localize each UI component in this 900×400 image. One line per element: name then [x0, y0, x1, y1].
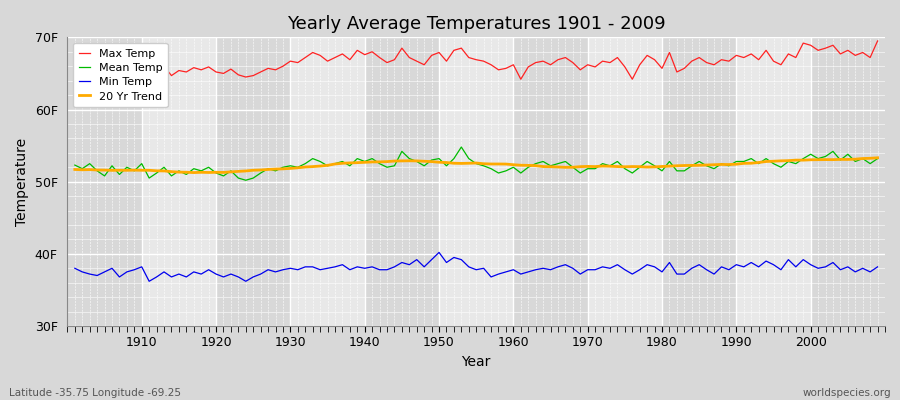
X-axis label: Year: Year: [462, 355, 490, 369]
Mean Temp: [240, 178, 251, 183]
20 Yr Trend: [129, 168, 140, 172]
Mean Temp: [69, 163, 80, 168]
Max Temp: [129, 62, 140, 67]
Mean Temp: [129, 168, 140, 173]
Bar: [216, 37, 291, 326]
Line: Mean Temp: Mean Temp: [75, 147, 878, 180]
Max Temp: [337, 52, 347, 56]
Min Temp: [69, 266, 80, 271]
Max Temp: [516, 77, 526, 82]
Max Temp: [508, 62, 518, 67]
20 Yr Trend: [516, 163, 526, 168]
Legend: Max Temp, Mean Temp, Min Temp, 20 Yr Trend: Max Temp, Mean Temp, Min Temp, 20 Yr Tre…: [73, 43, 167, 107]
Line: Max Temp: Max Temp: [75, 41, 878, 79]
Bar: [662, 37, 736, 326]
Min Temp: [129, 267, 140, 272]
Bar: [68, 37, 141, 326]
Bar: [141, 37, 216, 326]
Min Temp: [523, 270, 534, 274]
Bar: [291, 37, 364, 326]
Max Temp: [500, 66, 511, 71]
Text: worldspecies.org: worldspecies.org: [803, 388, 891, 398]
Bar: [513, 37, 588, 326]
Y-axis label: Temperature: Temperature: [15, 138, 29, 226]
Min Temp: [612, 262, 623, 267]
20 Yr Trend: [605, 164, 616, 168]
20 Yr Trend: [872, 155, 883, 160]
Min Temp: [345, 267, 356, 272]
20 Yr Trend: [508, 162, 518, 167]
Mean Temp: [523, 165, 534, 170]
Mean Temp: [345, 164, 356, 168]
Bar: [736, 37, 811, 326]
Line: Min Temp: Min Temp: [75, 252, 878, 281]
Max Temp: [605, 60, 616, 65]
Bar: [811, 37, 885, 326]
Line: 20 Yr Trend: 20 Yr Trend: [75, 158, 878, 172]
Max Temp: [292, 60, 303, 65]
Min Temp: [434, 250, 445, 255]
Mean Temp: [612, 159, 623, 164]
Min Temp: [516, 272, 526, 276]
Min Temp: [872, 264, 883, 269]
Bar: [364, 37, 439, 326]
Mean Temp: [872, 156, 883, 161]
Min Temp: [300, 264, 310, 269]
Max Temp: [69, 60, 80, 65]
Mean Temp: [516, 171, 526, 176]
Bar: [588, 37, 662, 326]
20 Yr Trend: [69, 167, 80, 172]
20 Yr Trend: [345, 160, 356, 165]
Title: Yearly Average Temperatures 1901 - 2009: Yearly Average Temperatures 1901 - 2009: [287, 15, 665, 33]
Min Temp: [144, 279, 155, 284]
20 Yr Trend: [300, 164, 310, 169]
Mean Temp: [456, 145, 467, 150]
Mean Temp: [300, 161, 310, 166]
20 Yr Trend: [188, 170, 199, 175]
Text: Latitude -35.75 Longitude -69.25: Latitude -35.75 Longitude -69.25: [9, 388, 181, 398]
Bar: [439, 37, 513, 326]
Max Temp: [872, 38, 883, 43]
